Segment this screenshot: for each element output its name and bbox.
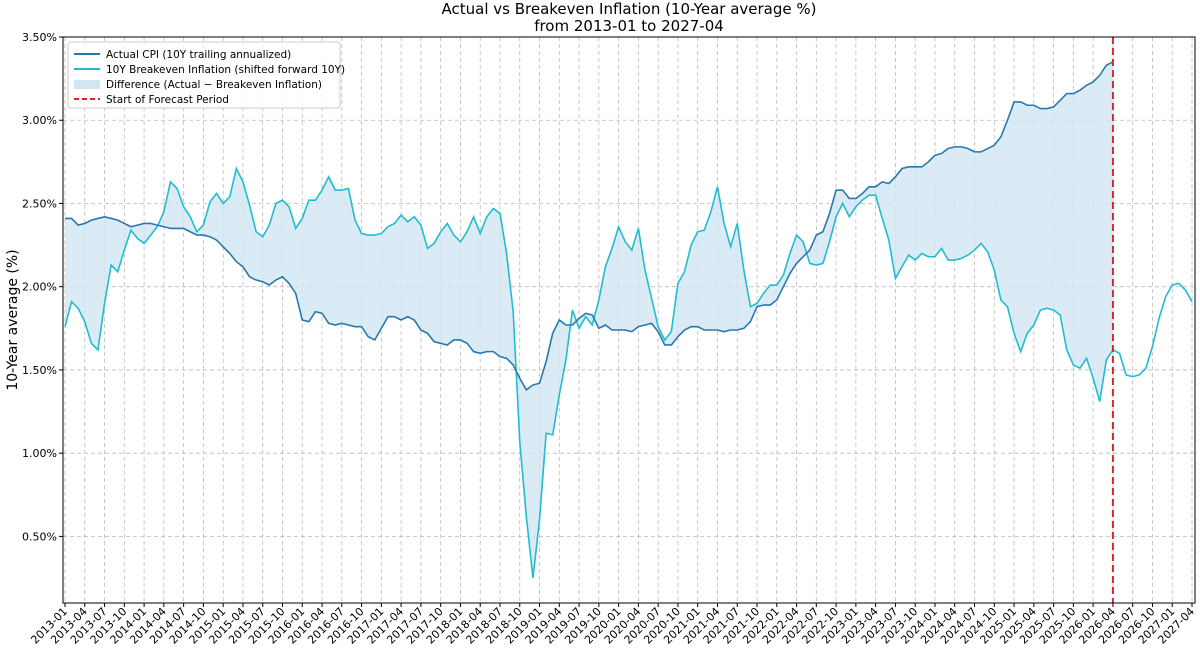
series-line xyxy=(65,61,1114,392)
y-tick-label: 2.00% xyxy=(22,281,57,294)
legend-label: Difference (Actual − Breakeven Inflation… xyxy=(106,79,322,91)
legend-swatch xyxy=(74,80,100,89)
plot-frame xyxy=(62,36,1196,604)
y-tick-label: 0.50% xyxy=(22,530,57,543)
chart-subtitle: from 2013-01 to 2027-04 xyxy=(534,17,724,35)
legend-label: 10Y Breakeven Inflation (shifted forward… xyxy=(106,64,345,76)
legend-box xyxy=(67,41,341,109)
y-tick-label: 2.50% xyxy=(22,197,57,210)
series-line xyxy=(64,166,1193,579)
legend-label: Actual CPI (10Y trailing annualized) xyxy=(106,49,291,61)
y-tick-label: 3.00% xyxy=(22,114,57,127)
y-axis-label: 10-Year average (%) xyxy=(5,249,21,390)
chart-title: Actual vs Breakeven Inflation (10-Year a… xyxy=(442,0,817,18)
y-tick-label: 3.50% xyxy=(22,31,57,44)
y-tick-label: 1.50% xyxy=(22,364,57,377)
y-tick-label: 1.00% xyxy=(22,447,57,460)
legend-label: Start of Forecast Period xyxy=(106,94,229,106)
